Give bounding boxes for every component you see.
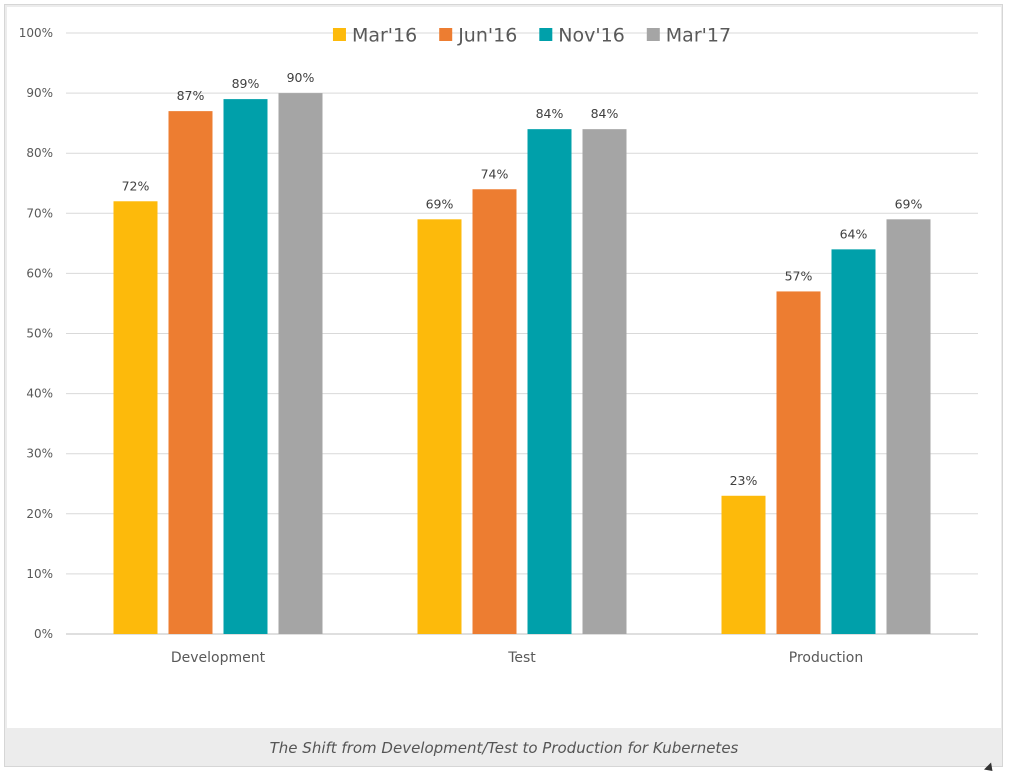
- legend: Mar'16 Jun'16 Nov'16 Mar'17: [332, 25, 731, 47]
- y-tick-label: 10%: [26, 567, 53, 581]
- y-tick-label: 0%: [34, 627, 53, 641]
- legend-swatch: [646, 28, 660, 41]
- y-tick-label: 30%: [26, 447, 53, 461]
- legend-swatch: [539, 28, 553, 41]
- data-label: 64%: [840, 226, 868, 241]
- gridlines: [66, 32, 978, 635]
- y-tick-label: 80%: [26, 146, 53, 160]
- y-tick-label: 50%: [26, 327, 53, 341]
- bar: [113, 201, 158, 634]
- x-category-label: Development: [171, 650, 266, 666]
- x-category-label: Production: [789, 650, 863, 666]
- bar: [776, 291, 821, 634]
- data-label: 69%: [895, 196, 923, 211]
- data-label: 23%: [730, 473, 758, 488]
- bar: [278, 93, 323, 635]
- data-label: 90%: [287, 70, 315, 85]
- data-label: 72%: [122, 178, 150, 193]
- bar: [721, 495, 766, 634]
- bar: [168, 111, 213, 634]
- data-label: 89%: [232, 76, 260, 91]
- y-tick-label: 60%: [26, 266, 53, 280]
- bar: [527, 129, 572, 634]
- y-axis-ticks: 0% 10% 20% 30% 40% 50% 60% 70% 80% 90% 100%: [19, 26, 53, 641]
- data-label: 84%: [591, 106, 619, 121]
- legend-label: Nov'16: [558, 25, 624, 47]
- data-label: 74%: [481, 166, 509, 181]
- bar: [886, 219, 931, 634]
- y-tick-label: 90%: [26, 86, 53, 100]
- legend-item: Mar'17: [646, 25, 731, 47]
- y-tick-label: 70%: [26, 206, 53, 220]
- x-axis-categories: Development Test Production: [171, 650, 863, 666]
- y-tick-label: 100%: [19, 26, 53, 40]
- data-label: 57%: [785, 268, 813, 283]
- data-label: 84%: [536, 106, 564, 121]
- bar: [472, 189, 517, 634]
- legend-item: Jun'16: [439, 25, 517, 47]
- legend-label: Mar'16: [352, 25, 417, 47]
- bar: [582, 129, 627, 634]
- data-labels: 72% 87% 89% 90% 69% 74% 84% 84% 23% 57% 64% 69%: [122, 70, 923, 488]
- bars: [113, 93, 931, 635]
- y-tick-label: 20%: [26, 507, 53, 521]
- bar: [223, 99, 268, 635]
- x-category-label: Test: [507, 650, 536, 666]
- bar: [831, 249, 876, 635]
- legend-item: Mar'16: [332, 25, 417, 47]
- legend-label: Mar'17: [666, 25, 731, 47]
- data-label: 69%: [426, 196, 454, 211]
- legend-item: Nov'16: [539, 25, 625, 47]
- chart-caption: The Shift from Development/Test to Produ…: [269, 738, 739, 757]
- legend-swatch: [332, 28, 346, 41]
- bar: [417, 219, 462, 634]
- data-label: 87%: [177, 88, 205, 103]
- y-tick-label: 40%: [26, 387, 53, 401]
- legend-swatch: [439, 28, 453, 41]
- bar-chart: 0% 10% 20% 30% 40% 50% 60% 70% 80% 90% 100% 72% 87%…: [19, 25, 978, 666]
- legend-label: Jun'16: [457, 25, 517, 47]
